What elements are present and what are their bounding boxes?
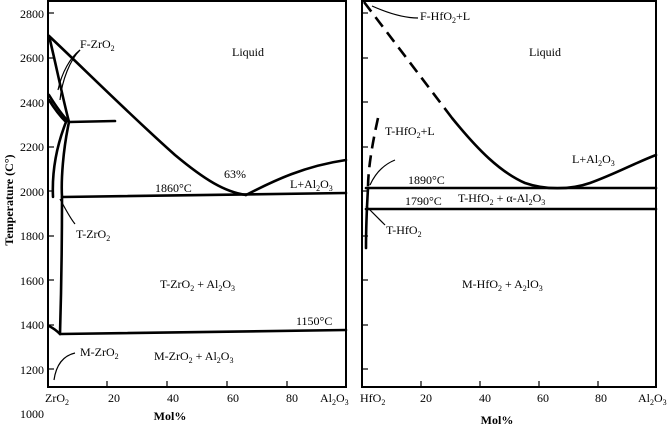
- f-zro2-leader-2: [59, 49, 81, 101]
- x-tick-80-right: 80: [595, 391, 607, 405]
- x-tick-60: 60: [227, 391, 239, 405]
- label-l-al2o3-left: L+Al2O3: [290, 177, 333, 193]
- right-x-ticks: [420, 381, 599, 387]
- x-end-label-al2o3: Al2O3: [320, 391, 349, 407]
- cubic-to-tetragonal: [47, 93, 71, 124]
- eutectic-line-1860: [60, 191, 348, 199]
- label-1150c: 1150°C: [296, 314, 332, 328]
- cubic-hfo2-liquidus-dashed: [362, 1, 454, 119]
- hfo2-al2o3-diagram: HfO2 20 40 60 80 Al2O3 Mol% F-HfO2+L Liq…: [360, 0, 667, 427]
- x-axis-label-left: Mol%: [154, 409, 187, 423]
- x-tick-40-right: 40: [479, 391, 491, 405]
- right-phase-labels: F-HfO2+L Liquid T-HfO2+L L+Al2O3 1890°C …: [385, 9, 615, 293]
- x-axis-label-right: Mol%: [481, 413, 514, 427]
- y-tick-1600: 1600: [20, 274, 44, 288]
- label-t-zro2-al2o3: T-ZrO2 + Al2O3: [160, 277, 235, 293]
- liquidus-curve-hfo2: [450, 116, 658, 190]
- t-hfo2-l-leader: [369, 159, 396, 186]
- x-tick-60-right: 60: [537, 391, 549, 405]
- label-t-hfo2-al2o3: T-HfO2 + α-Al2O3: [458, 191, 545, 207]
- label-1790c: 1790°C: [405, 194, 442, 208]
- cubic-solidus: [47, 34, 71, 124]
- x-end-label-al2o3-right: Al2O3: [638, 391, 667, 407]
- label-m-zro2: M-ZrO2: [80, 345, 119, 361]
- right-phase-boundaries: [362, 1, 658, 250]
- tetragonal-solvus-dashed: [366, 117, 380, 189]
- right-plot-frame: [361, 0, 657, 388]
- y-tick-2000: 2000: [20, 185, 44, 199]
- label-f-hfo2-l: F-HfO2+L: [420, 9, 470, 25]
- x-tick-40: 40: [167, 391, 179, 405]
- y-tick-2400: 2400: [20, 96, 44, 110]
- left-x-ticks: [106, 381, 288, 387]
- label-liquid-left: Liquid: [232, 45, 264, 59]
- y-tick-2800: 2800: [20, 7, 44, 21]
- label-eutectic-63pct: 63%: [224, 167, 246, 181]
- left-phase-labels: F-ZrO2 Liquid 63% 1860°C L+Al2O3 T-ZrO2 …: [76, 37, 333, 365]
- label-t-hfo2: T-HfO2: [386, 223, 422, 239]
- eutectoid-line-1150: [58, 328, 348, 336]
- x-end-label-hfo2: HfO2: [360, 391, 385, 407]
- y-tick-1800: 1800: [20, 229, 44, 243]
- tetragonal-boundary-right: [364, 186, 370, 250]
- label-f-zro2: F-ZrO2: [80, 37, 115, 53]
- t-hfo2-leader: [365, 205, 386, 226]
- label-t-hfo2-l: T-HfO2+L: [385, 124, 435, 140]
- liquidus-curve-al2o3: [244, 158, 348, 197]
- y-tick-2200: 2200: [20, 140, 44, 154]
- label-m-hfo2-al2o3: M-HfO2 + A2lO3: [462, 277, 543, 293]
- left-phase-boundaries: [47, 34, 348, 381]
- y-tick-1000: 1000: [20, 407, 44, 421]
- m-zro2-leader: [53, 352, 76, 381]
- t-zro2-leader: [59, 198, 76, 225]
- tetragonal-solvus: [58, 120, 71, 336]
- y-axis-label: Temperature (C°): [2, 154, 16, 245]
- y-tick-1400: 1400: [20, 318, 44, 332]
- liquidus-curve-zro2: [47, 34, 248, 197]
- y-tick-2600: 2600: [20, 51, 44, 65]
- zro2-al2o3-diagram: 2800 2600 2400 2200 2000 1800 1600 1400 …: [2, 0, 349, 423]
- x-tick-20-right: 20: [420, 391, 432, 405]
- label-m-zro2-al2o3: M-ZrO2 + Al2O3: [154, 349, 233, 365]
- tetragonal-left-boundary: [51, 120, 68, 199]
- label-liquid-right: Liquid: [529, 45, 561, 59]
- label-l-al2o3-right: L+Al2O3: [572, 152, 615, 168]
- label-1860c: 1860°C: [155, 181, 192, 195]
- monoclinic-boundary: [47, 324, 62, 336]
- f-hfo2-leader: [371, 5, 419, 19]
- label-1890c: 1890°C: [408, 173, 445, 187]
- x-tick-20: 20: [108, 391, 120, 405]
- label-t-zro2: T-ZrO2: [76, 227, 110, 243]
- y-tick-1200: 1200: [20, 363, 44, 377]
- x-tick-80: 80: [286, 391, 298, 405]
- left-y-tick-labels: 2800 2600 2400 2200 2000 1800 1600 1400 …: [20, 7, 44, 421]
- peritectic-line-2260: [67, 119, 117, 124]
- cubic-lower-boundary: [47, 98, 68, 124]
- x-end-label-zro2: ZrO2: [45, 391, 69, 407]
